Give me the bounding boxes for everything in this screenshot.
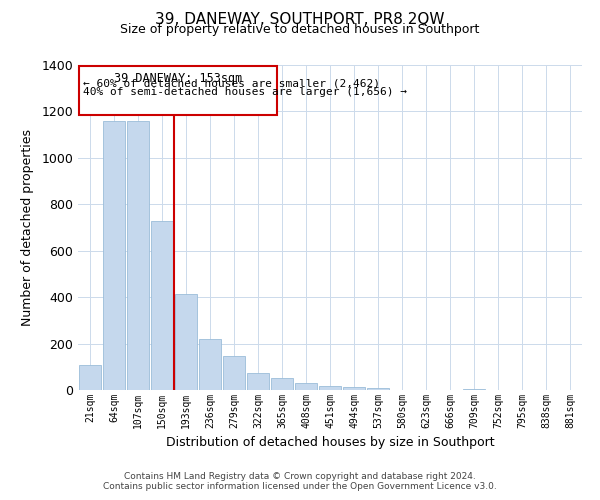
Text: Contains HM Land Registry data © Crown copyright and database right 2024.: Contains HM Land Registry data © Crown c… — [124, 472, 476, 481]
Text: Contains public sector information licensed under the Open Government Licence v3: Contains public sector information licen… — [103, 482, 497, 491]
Text: 39 DANEWAY: 153sqm: 39 DANEWAY: 153sqm — [114, 72, 242, 86]
Bar — [295, 383, 317, 390]
Text: 39, DANEWAY, SOUTHPORT, PR8 2QW: 39, DANEWAY, SOUTHPORT, PR8 2QW — [155, 12, 445, 28]
Text: 40% of semi-detached houses are larger (1,656) →: 40% of semi-detached houses are larger (… — [83, 87, 407, 97]
Bar — [79, 365, 101, 390]
Bar — [175, 294, 197, 390]
Bar — [247, 374, 269, 390]
Bar — [103, 120, 125, 390]
Bar — [463, 389, 485, 390]
Y-axis label: Number of detached properties: Number of detached properties — [22, 129, 34, 326]
Bar — [223, 356, 245, 390]
Bar — [271, 378, 293, 390]
Bar — [151, 220, 173, 390]
Bar — [199, 339, 221, 390]
Bar — [319, 386, 341, 390]
Bar — [343, 387, 365, 390]
Bar — [367, 388, 389, 390]
FancyBboxPatch shape — [79, 66, 277, 115]
X-axis label: Distribution of detached houses by size in Southport: Distribution of detached houses by size … — [166, 436, 494, 450]
Bar — [127, 120, 149, 390]
Text: ← 60% of detached houses are smaller (2,462): ← 60% of detached houses are smaller (2,… — [83, 79, 380, 89]
Text: Size of property relative to detached houses in Southport: Size of property relative to detached ho… — [121, 22, 479, 36]
